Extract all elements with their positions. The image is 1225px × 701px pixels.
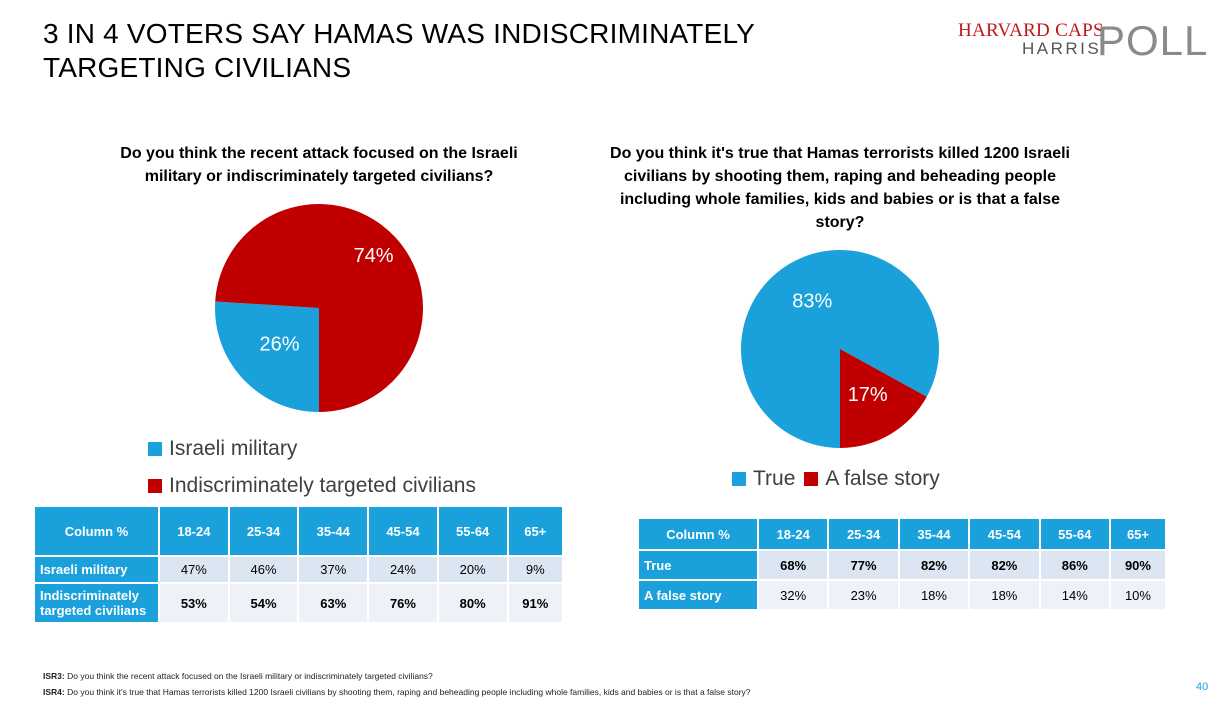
table-cell: 82% bbox=[897, 549, 971, 581]
legend-label: A false story bbox=[825, 467, 940, 490]
row-label: A false story bbox=[637, 579, 759, 611]
column-header: 18-24 bbox=[756, 517, 830, 551]
column-header: 65+ bbox=[1108, 517, 1168, 551]
column-header: 25-34 bbox=[227, 505, 300, 557]
footnotes: ISR3: Do you think the recent attack foc… bbox=[43, 668, 751, 700]
row-label: Israeli military bbox=[33, 555, 160, 584]
legend-item-israeli-military: Israeli military bbox=[148, 430, 476, 467]
footnote-code: ISR4: bbox=[43, 687, 65, 697]
chart1-legend: Israeli military Indiscriminately target… bbox=[148, 430, 476, 504]
table-cell: 77% bbox=[827, 549, 900, 581]
pie-data-label: 26% bbox=[260, 333, 300, 355]
table-row: True 68% 77% 82% 82% 86% 90% bbox=[637, 549, 1168, 581]
footnote: ISR3: Do you think the recent attack foc… bbox=[43, 668, 751, 684]
table-cell: 23% bbox=[827, 579, 900, 611]
column-header: 35-44 bbox=[297, 505, 370, 557]
logo-line-2: HARRIS bbox=[1022, 39, 1102, 58]
column-header: 55-64 bbox=[1038, 517, 1111, 551]
crosstab-true-or-false-by-age: Column % 18-24 25-34 35-44 45-54 55-64 6… bbox=[637, 517, 1168, 611]
table-cell: 68% bbox=[756, 549, 830, 581]
footnote: ISR4: Do you think it's true that Hamas … bbox=[43, 684, 751, 700]
legend-item-true: True bbox=[732, 467, 795, 491]
table-cell: 14% bbox=[1038, 579, 1111, 611]
harvard-caps-harris-poll-logo: HARVARD CAPS HARRIS POLL bbox=[958, 20, 1207, 64]
legend-label: True bbox=[753, 467, 796, 490]
column-header: 45-54 bbox=[367, 505, 439, 557]
crosstab-attack-focus-by-age: Column % 18-24 25-34 35-44 45-54 55-64 6… bbox=[33, 505, 565, 624]
table-cell: 76% bbox=[367, 582, 439, 624]
table-cell: 18% bbox=[897, 579, 971, 611]
table-cell: 20% bbox=[436, 555, 509, 584]
table-cell: 47% bbox=[158, 555, 230, 584]
legend-item-false-story: A false story bbox=[804, 467, 940, 491]
pie-slice-israeli-military bbox=[215, 301, 319, 412]
logo-line-3: POLL bbox=[1097, 17, 1209, 64]
legend-swatch-blue bbox=[732, 472, 746, 486]
footnote-text: Do you think the recent attack focused o… bbox=[67, 671, 433, 681]
pie-chart-true-or-false: 83% 17% bbox=[741, 250, 939, 448]
table-cell: 80% bbox=[436, 582, 509, 624]
table-cell: 86% bbox=[1038, 549, 1111, 581]
chart2-title: Do you think it's true that Hamas terror… bbox=[610, 145, 1070, 231]
column-header: 65+ bbox=[506, 505, 565, 557]
table-cell: 53% bbox=[158, 582, 230, 624]
column-header: 35-44 bbox=[897, 517, 971, 551]
table-cell: 9% bbox=[506, 555, 565, 584]
table-cell: 37% bbox=[297, 555, 370, 584]
legend-swatch-red bbox=[148, 478, 162, 493]
pie-data-label: 83% bbox=[792, 290, 832, 312]
table-cell: 54% bbox=[227, 582, 300, 624]
column-header: Column % bbox=[637, 517, 759, 551]
pie-slice-a-false-story bbox=[840, 349, 927, 448]
legend-item-targeted-civilians: Indiscriminately targeted civilians bbox=[148, 467, 476, 504]
table-cell: 24% bbox=[367, 555, 439, 584]
table-row: A false story 32% 23% 18% 18% 14% 10% bbox=[637, 579, 1168, 611]
pie-chart-attack-focus: 26% 74% bbox=[215, 204, 423, 412]
pie-data-label: 74% bbox=[354, 245, 394, 267]
column-header: 18-24 bbox=[158, 505, 230, 557]
table-cell: 46% bbox=[227, 555, 300, 584]
chart1-title: Do you think the recent attack focused o… bbox=[120, 145, 518, 185]
chart2-legend: True A false story bbox=[732, 467, 949, 491]
legend-label: Indiscriminately targeted civilians bbox=[169, 473, 476, 497]
page-number: 40 bbox=[1196, 681, 1209, 693]
pie-slice-indiscriminately-targeted-civilians bbox=[215, 204, 423, 412]
legend-label: Israeli military bbox=[169, 436, 298, 460]
legend-swatch-blue bbox=[148, 441, 162, 456]
page-title: 3 IN 4 VOTERS SAY HAMAS WAS INDISCRIMINA… bbox=[43, 18, 755, 83]
table-cell: 63% bbox=[297, 582, 370, 624]
table-cell: 32% bbox=[756, 579, 830, 611]
logo-line-1: HARVARD CAPS bbox=[958, 20, 1104, 41]
legend-swatch-red bbox=[804, 472, 819, 486]
table-cell: 18% bbox=[968, 579, 1041, 611]
table-cell: 10% bbox=[1108, 579, 1168, 611]
row-label: True bbox=[637, 549, 759, 581]
footnote-code: ISR3: bbox=[43, 671, 65, 681]
row-label: Indiscriminately targeted civilians bbox=[33, 582, 160, 624]
table-row: Israeli military 47% 46% 37% 24% 20% 9% bbox=[33, 555, 565, 584]
table-row: Indiscriminately targeted civilians 53% … bbox=[33, 582, 565, 624]
table-cell: 91% bbox=[506, 582, 565, 624]
table-cell: 90% bbox=[1108, 549, 1168, 581]
pie-data-label: 17% bbox=[848, 384, 888, 406]
footnote-text: Do you think it's true that Hamas terror… bbox=[67, 687, 751, 697]
column-header: 25-34 bbox=[827, 517, 900, 551]
table-cell: 82% bbox=[968, 549, 1041, 581]
column-header: Column % bbox=[33, 505, 160, 557]
column-header: 45-54 bbox=[968, 517, 1041, 551]
column-header: 55-64 bbox=[436, 505, 509, 557]
